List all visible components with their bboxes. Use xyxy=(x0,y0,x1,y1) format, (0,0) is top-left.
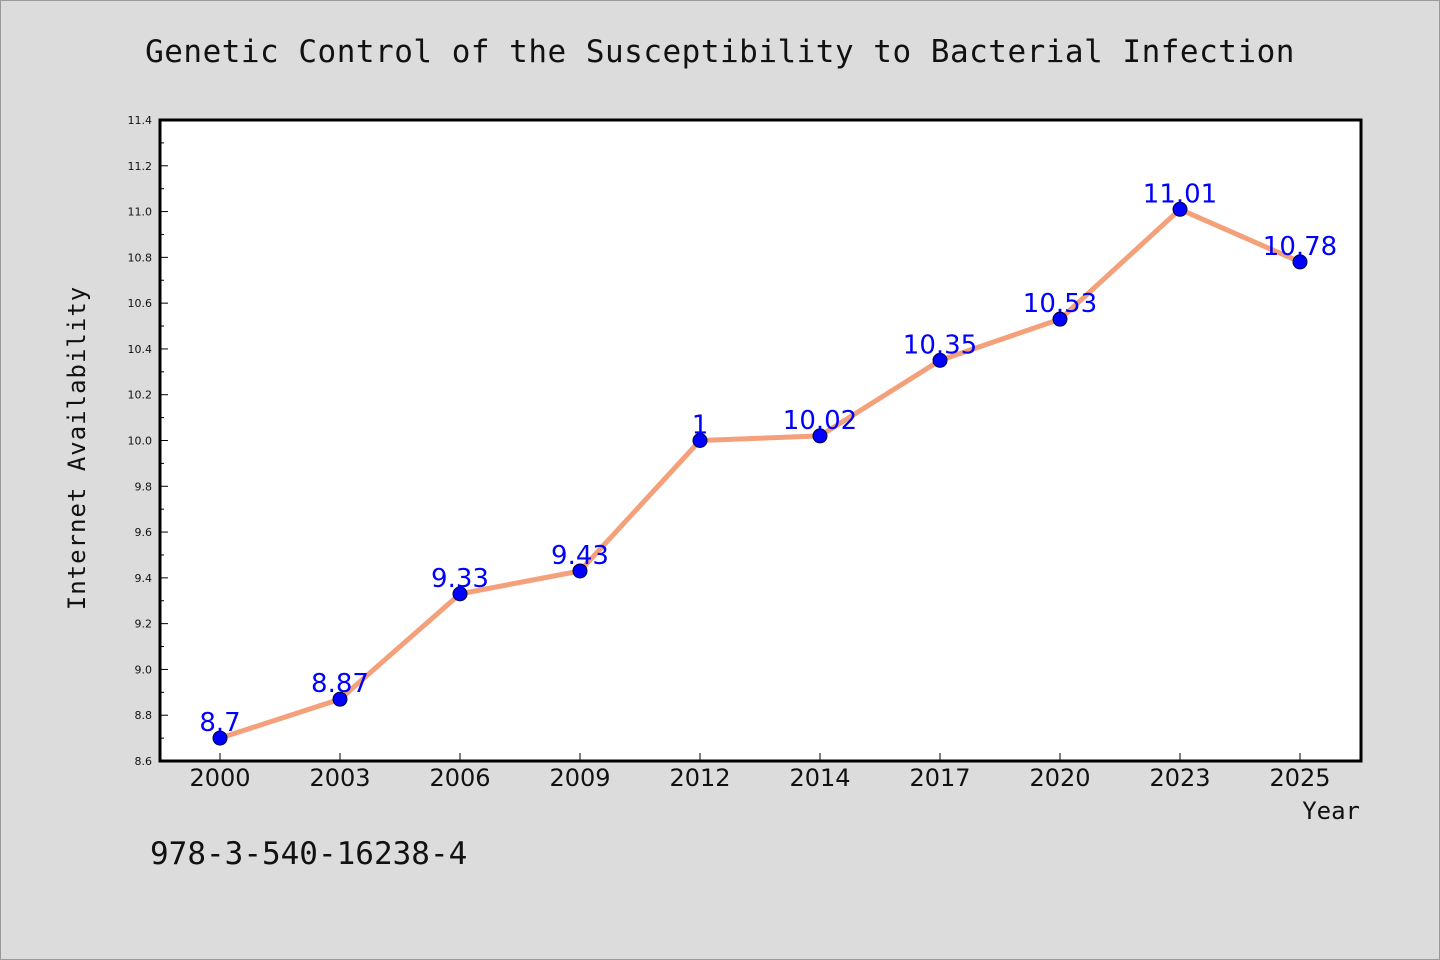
y-tick-label: 9.4 xyxy=(135,572,153,585)
y-axis-ticks: 8.6 8.8 9.0 9.2 9.4 9.6 9.8 10.0 10.2 10.4 10.6 10.… xyxy=(128,114,168,768)
y-tick-label: 9.8 xyxy=(135,480,153,493)
data-label: 8.7 xyxy=(199,708,240,738)
y-tick-label: 9.6 xyxy=(135,526,153,539)
data-point xyxy=(452,586,468,602)
x-tick-label: 2006 xyxy=(429,764,490,792)
series xyxy=(212,201,1308,746)
y-tick-label: 9.2 xyxy=(135,618,153,631)
y-tick-label: 11.2 xyxy=(128,160,153,173)
data-labels: 8.7 8.87 9.33 9.43 1 10.02 10.35 10.53 11.01 10.7… xyxy=(199,179,1337,738)
y-tick-label: 8.6 xyxy=(135,755,153,768)
y-tick-label: 11.4 xyxy=(128,114,153,127)
data-label: 10.35 xyxy=(903,330,977,360)
data-point xyxy=(572,563,588,579)
x-axis-title: Year xyxy=(1302,797,1360,825)
data-point xyxy=(812,428,828,444)
data-point xyxy=(1172,201,1188,217)
data-point xyxy=(692,433,708,448)
y-axis-title: Internet Availability xyxy=(63,285,91,611)
data-point xyxy=(1292,254,1308,270)
data-label: 1 xyxy=(692,411,709,441)
x-tick-label: 2003 xyxy=(309,764,370,792)
x-tick-label: 2025 xyxy=(1269,764,1330,792)
x-tick-label: 2009 xyxy=(549,764,610,792)
x-tick-label: 2020 xyxy=(1029,764,1090,792)
data-label: 9.43 xyxy=(551,541,609,571)
data-label: 10.78 xyxy=(1263,232,1337,262)
data-label: 10.02 xyxy=(783,406,857,436)
data-point xyxy=(212,730,228,746)
x-tick-label: 2000 xyxy=(189,764,250,792)
data-label: 10.53 xyxy=(1023,289,1097,319)
data-point xyxy=(332,691,348,707)
chart-title: Genetic Control of the Susceptibility to… xyxy=(145,34,1295,70)
y-tick-label: 8.8 xyxy=(135,709,153,722)
series-line xyxy=(217,206,1303,741)
y-tick-label: 10.2 xyxy=(128,389,153,402)
y-tick-label: 10.4 xyxy=(128,343,153,356)
y-tick-label: 10.6 xyxy=(128,297,153,310)
data-point xyxy=(1052,311,1068,327)
data-label: 9.33 xyxy=(431,564,489,594)
y-tick-label: 11.0 xyxy=(128,206,153,219)
x-tick-label: 2012 xyxy=(669,764,730,792)
x-tick-label: 2017 xyxy=(909,764,970,792)
x-tick-label: 2023 xyxy=(1149,764,1210,792)
data-label: 8.87 xyxy=(311,669,369,699)
y-tick-label: 9.0 xyxy=(135,663,153,676)
x-axis-ticks: 2000 2003 2006 2009 2012 2014 2017 2020 2023 2025 xyxy=(189,753,1331,792)
y-tick-label: 10.0 xyxy=(128,435,153,448)
x-tick-label: 2014 xyxy=(789,764,850,792)
y-tick-label: 10.8 xyxy=(128,251,153,264)
isbn-caption: 978-3-540-16238-4 xyxy=(150,836,468,872)
data-point xyxy=(932,352,948,368)
data-label: 11.01 xyxy=(1143,179,1217,209)
